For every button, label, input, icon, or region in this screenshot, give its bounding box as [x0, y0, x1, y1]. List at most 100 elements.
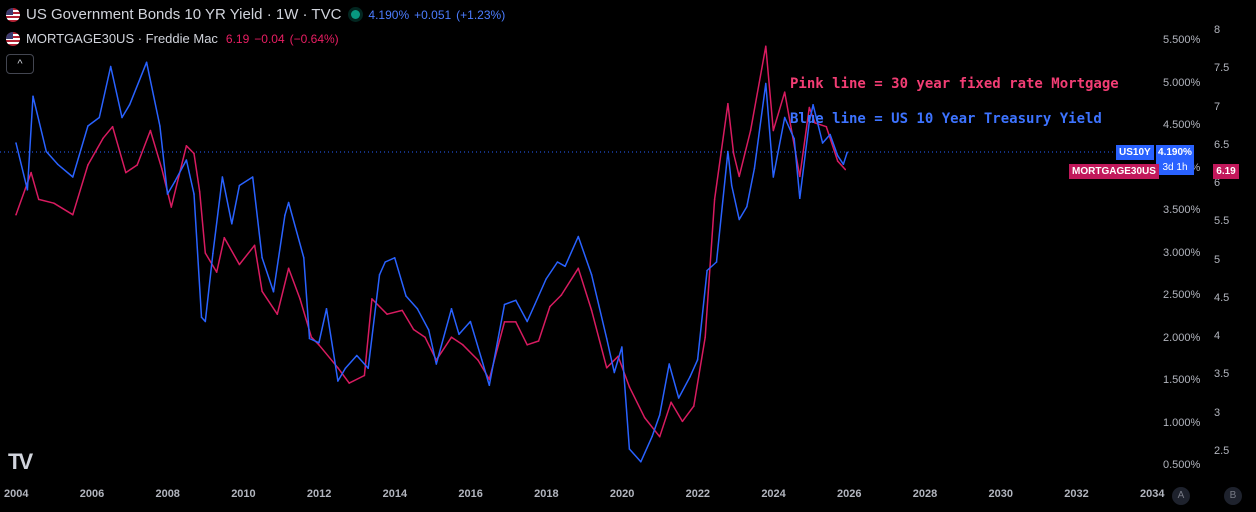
us10y-point [793, 137, 795, 140]
x-tick-label: 2012 [306, 488, 332, 500]
right-tick-label: 4.5 [1214, 291, 1230, 304]
us10y-point [488, 384, 491, 387]
us10y-title: US Government Bonds 10 YR Yield · 1W · T… [26, 6, 342, 23]
us10y-point [325, 307, 328, 310]
x-tick-label: 2018 [534, 488, 559, 500]
right-tick-label: 7.5 [1214, 62, 1230, 75]
us10y-point [238, 184, 241, 187]
mortgage30us-point [772, 129, 775, 132]
mortgage30us-point [503, 321, 506, 323]
legend-us10y[interactable]: US Government Bonds 10 YR Yield · 1W · T… [6, 6, 510, 23]
us10y-point [727, 150, 729, 153]
right-tick-label: 4 [1214, 330, 1221, 343]
us10y-point [564, 265, 566, 268]
mortgage30us-point [363, 374, 366, 377]
mortgage30us-point [53, 202, 55, 205]
us10y-point [772, 176, 775, 178]
mortgage30us-point [386, 313, 388, 316]
us10y-axis-tag: US10Y [1116, 145, 1154, 160]
us10y-point [200, 316, 203, 319]
mortgage30us-point [799, 175, 801, 178]
us10y-point [435, 363, 438, 365]
mortgage30us-point [102, 137, 104, 139]
us10y-point [668, 363, 670, 365]
us10y-point [613, 371, 616, 374]
us-flag-icon [6, 7, 20, 22]
us10y-point [355, 354, 358, 357]
mortgage30us-point [617, 355, 619, 358]
x-tick-label: 2014 [382, 488, 408, 500]
x-tick-label: 2020 [609, 488, 635, 500]
us10y-point [308, 337, 311, 340]
us10y-point [651, 435, 653, 438]
us10y-point [738, 218, 741, 221]
log-scale-button[interactable]: B [1224, 487, 1242, 505]
us10y-point [677, 397, 680, 399]
us10y-point [174, 180, 176, 183]
legend-mortgage30us[interactable]: MORTGAGE30US · Freddie Mac 6.19 −0.04 (−… [6, 31, 344, 46]
us10y-point [808, 120, 811, 123]
blue-line-annotation: Blue line = US 10 Year Treasury Yield [790, 111, 1102, 127]
mortgage30us-point [577, 267, 580, 270]
mortgage30us-point [198, 190, 201, 193]
right-tick-label: 3 [1214, 406, 1221, 419]
us10y-point [159, 125, 161, 127]
us10y-point [427, 329, 430, 331]
mortgage30us-price: 6.19 [225, 31, 250, 46]
us10y-point [590, 273, 593, 276]
mortgage30us-point [560, 294, 563, 296]
us10y-point [842, 163, 845, 166]
legend-collapse-button[interactable]: ^ [6, 54, 34, 74]
mortgage30us-point [71, 213, 74, 216]
us10y-point [458, 333, 460, 336]
us10y-point [318, 341, 320, 344]
us10y-point [515, 299, 517, 302]
mortgage30us-point [185, 145, 188, 147]
mortgage30us-point [238, 263, 241, 266]
x-tick-label: 2034 [1139, 488, 1165, 500]
right-tick-label: 7 [1214, 100, 1221, 113]
mortgage30us-point [681, 420, 684, 423]
x-tick-label: 2010 [231, 488, 256, 500]
mortgage30us-point [253, 244, 256, 247]
mortgage30us-point [111, 125, 114, 128]
mortgage30us-point [749, 129, 752, 132]
us10y-point [829, 133, 831, 136]
mortgage30us-point [738, 175, 741, 178]
left-tick-label: 1.500% [1163, 374, 1201, 386]
x-tick-label: 2030 [988, 488, 1013, 500]
auto-scale-button[interactable]: A [1172, 487, 1190, 505]
us10y-point [212, 252, 214, 255]
us10y-point [689, 375, 691, 378]
us10y-point [32, 95, 34, 98]
market-open-dot-icon [351, 10, 361, 19]
mortgage30us-point [814, 122, 816, 124]
us10y-point [71, 176, 74, 178]
mortgage30us-point [193, 152, 195, 155]
right-tick-label: 5.5 [1214, 215, 1230, 228]
us10y-point [545, 278, 547, 280]
mortgage30us-point [204, 252, 207, 254]
left-tick-label: 5.500% [1163, 34, 1201, 46]
us10y-point [696, 358, 699, 361]
mortgage30us-point [658, 435, 661, 438]
mortgage30us-point [477, 359, 479, 361]
mortgage30us-point [488, 378, 491, 381]
mortgage30us-point [435, 359, 438, 361]
us10y-point [836, 154, 839, 157]
left-tick-label: 3.000% [1163, 246, 1201, 259]
us10y-point [480, 358, 483, 361]
us10y-point [730, 184, 733, 187]
right-tick-label: 6.5 [1214, 138, 1230, 151]
mortgage30us-point [170, 206, 173, 208]
mortgage30us-value-tag: 6.19 [1213, 164, 1239, 179]
right-tick-label: 3.5 [1214, 368, 1230, 381]
us10y-point [166, 193, 169, 195]
mortgage30us-title: MORTGAGE30US · Freddie Mac [26, 31, 218, 46]
us10y-point [344, 367, 347, 370]
us10y-point [231, 222, 233, 225]
mortgage30us-point [643, 416, 646, 419]
tradingview-logo[interactable]: TV [8, 449, 33, 474]
mortgage30us-point [287, 267, 290, 270]
